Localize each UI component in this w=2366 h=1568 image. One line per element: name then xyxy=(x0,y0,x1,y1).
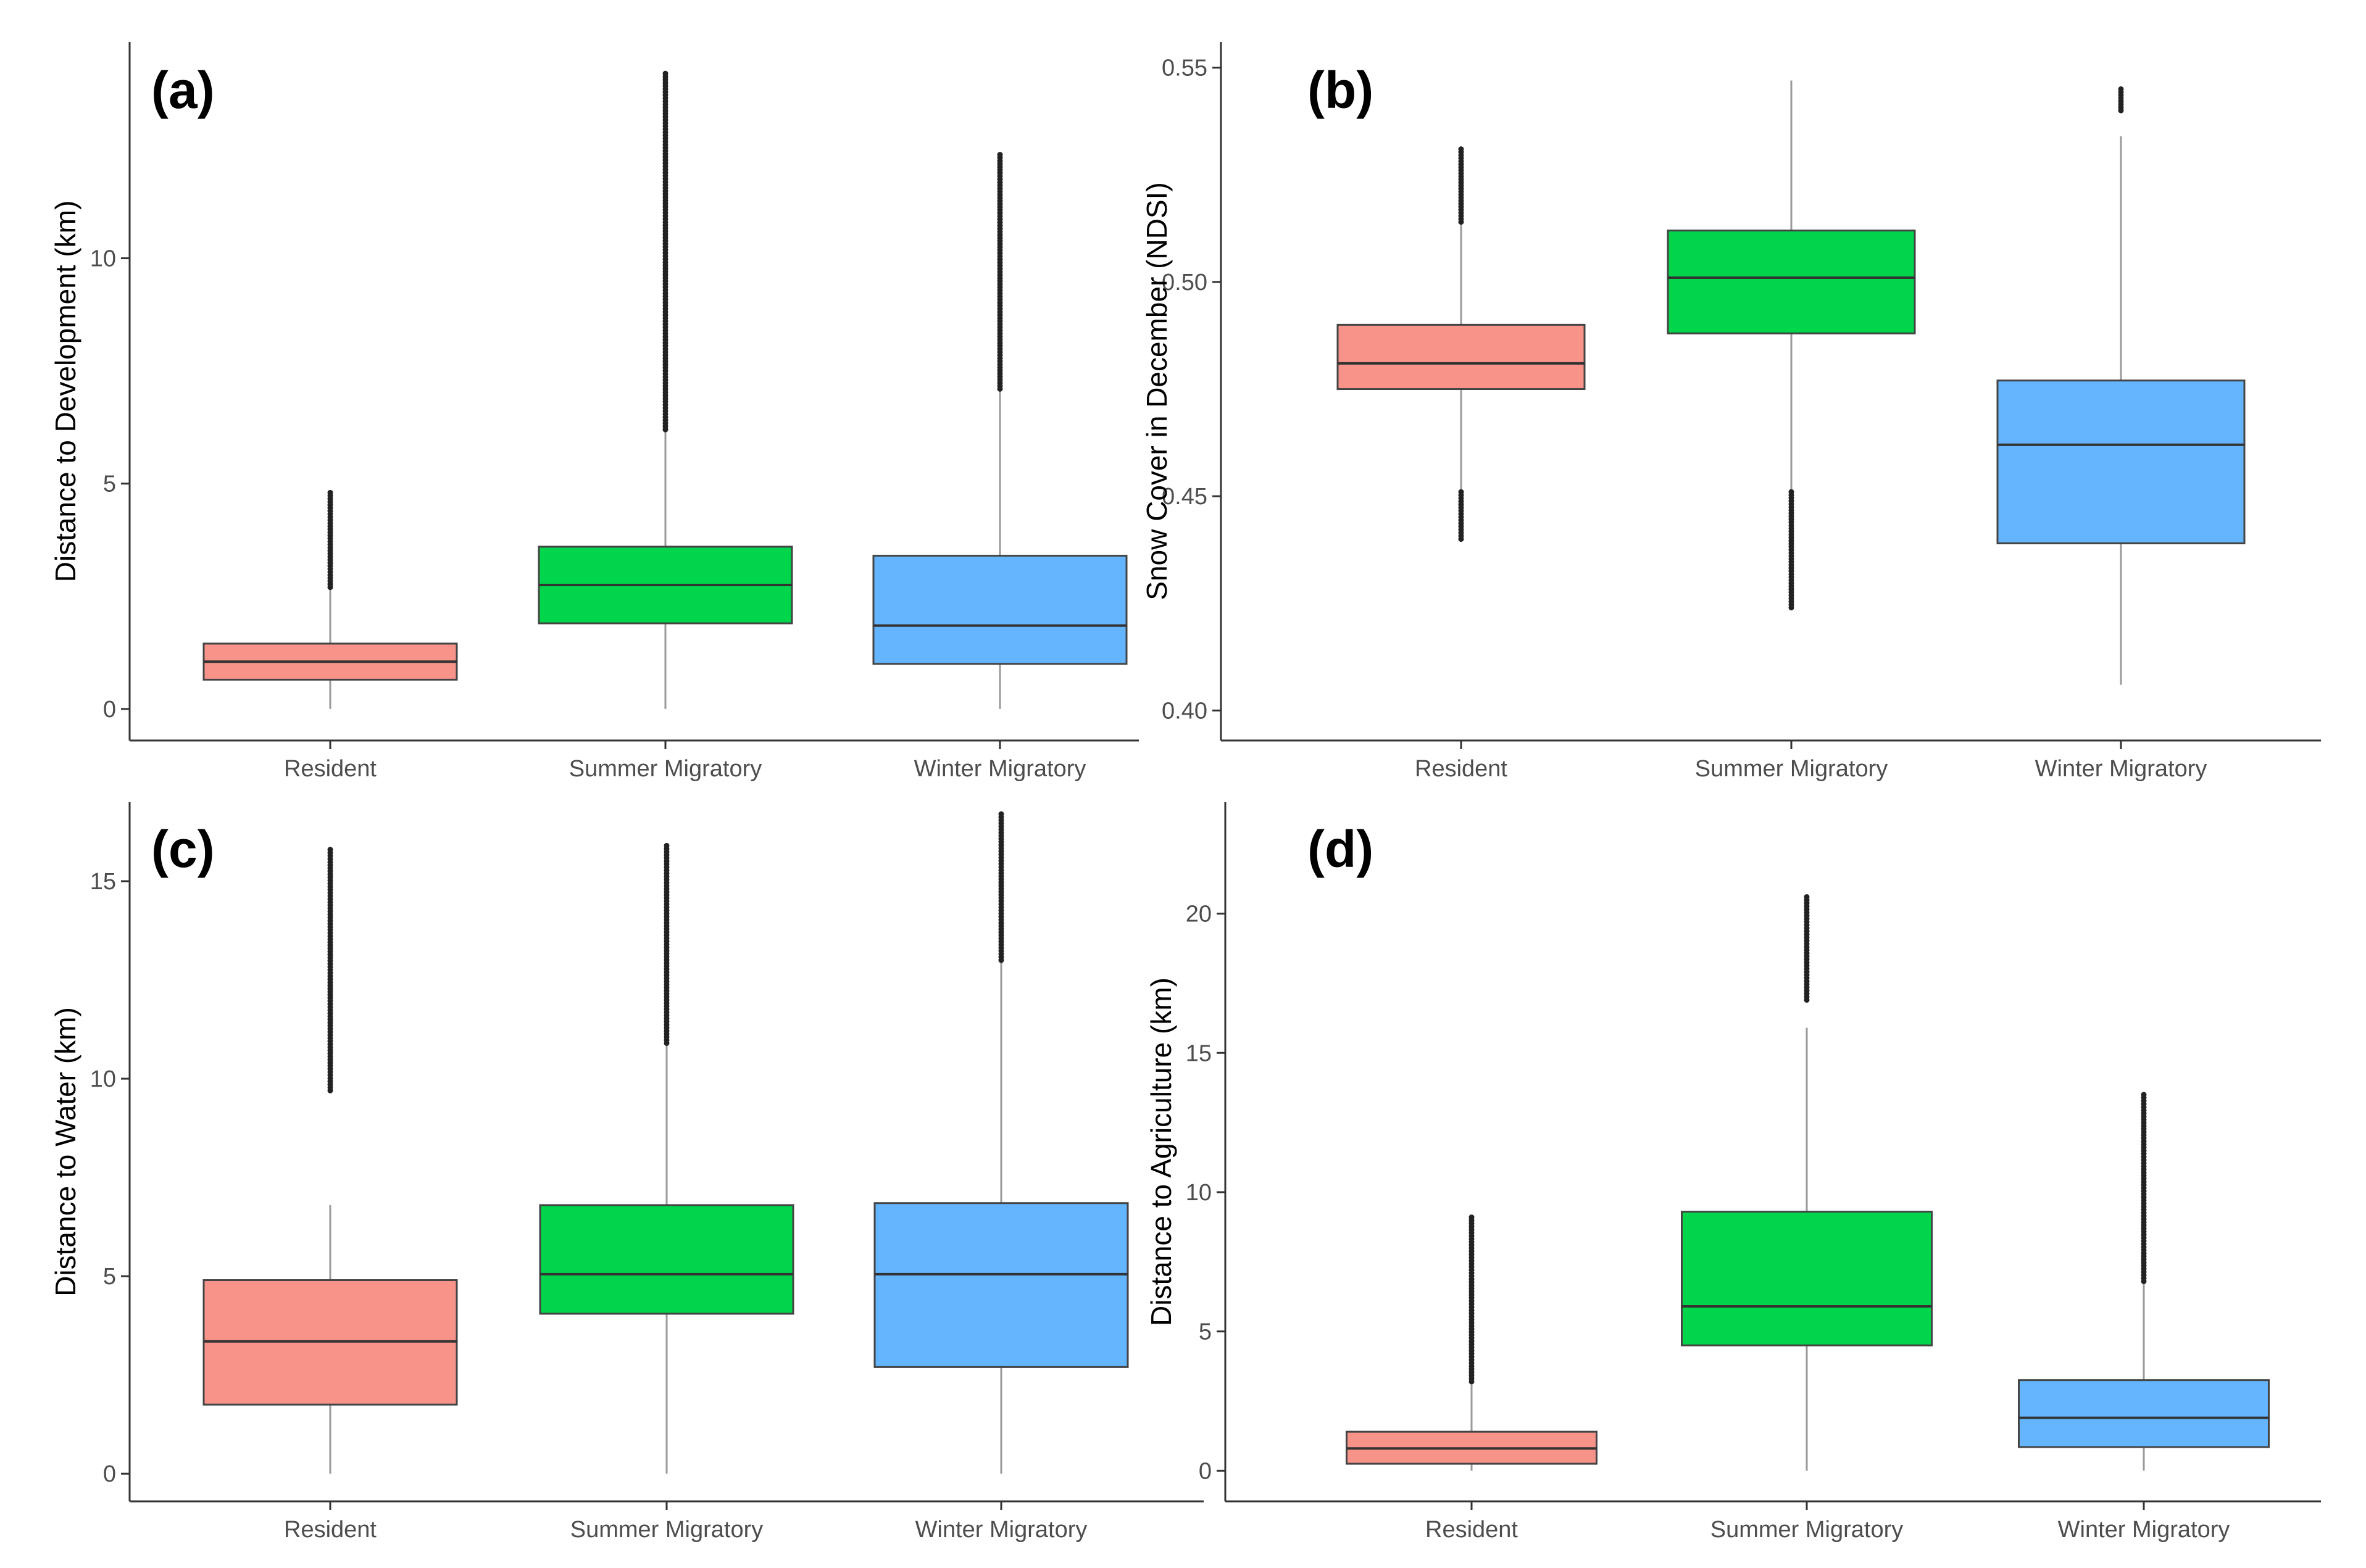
panel-b-resident-outlier-low xyxy=(1458,536,1464,542)
panel-a-resident-boxplot xyxy=(202,489,458,709)
panel-c-summer-migratory-label: Summer Migratory xyxy=(570,1517,764,1543)
panel-d-summer-migratory-box xyxy=(1681,1211,1933,1346)
panel-d-winter-migratory-boxplot xyxy=(2018,1092,2270,1471)
panel-d-y-tick-label: 15 xyxy=(1186,1040,1212,1066)
panel-b-y-axis-title: Snow Cover in December (NDSI) xyxy=(1141,182,1173,600)
panel-c: 0 5 10 15 Distance to Water (km) (c) Resident S… xyxy=(49,802,1204,1543)
panel-a-label: (a) xyxy=(151,61,215,119)
panel-a-y-axis-title: Distance to Development (km) xyxy=(49,201,81,583)
panel-d-y-axis-title: Distance to Agriculture (km) xyxy=(1145,977,1177,1326)
panel-b-y-tick-label: 0.45 xyxy=(1162,484,1207,510)
panel-a-winter-migratory-box xyxy=(872,555,1128,665)
panel-a-winter-migratory-label: Winter Migratory xyxy=(914,756,1086,782)
panel-a-y-tick-label: 5 xyxy=(103,471,116,497)
panel-c-winter-migratory-boxplot xyxy=(873,811,1129,1474)
panel-a: 0 5 10 Distance to Development (km) (a) Resid… xyxy=(49,42,1139,782)
panel-c-y-tick-label: 5 xyxy=(103,1264,116,1290)
panel-c-y-tick-label: 15 xyxy=(90,869,116,895)
panel-b-resident-label: Resident xyxy=(1415,756,1507,782)
panel-d-resident-boxplot xyxy=(1346,1214,1597,1471)
panel-d-summer-migratory-label: Summer Migratory xyxy=(1710,1517,1904,1543)
panel-c-label: (c) xyxy=(151,820,215,878)
panel-c-y-axis-title: Distance to Water (km) xyxy=(49,1007,81,1296)
panel-a-winter-migratory-boxplot xyxy=(872,152,1128,709)
panel-b-y-tick-label: 0.55 xyxy=(1162,56,1207,81)
panel-b-summer-migratory-outlier-low xyxy=(1788,605,1794,611)
panel-d-winter-migratory-box xyxy=(2018,1379,2270,1448)
panel-a-winter-migratory-outlier-high xyxy=(997,386,1003,392)
panel-a-resident-label: Resident xyxy=(284,756,377,782)
panel-c-resident-outlier-high xyxy=(327,1087,333,1093)
panel-b-label: (b) xyxy=(1307,61,1373,119)
panel-a-resident-outlier-high xyxy=(327,584,333,591)
panel-c-summer-migratory-outlier-high xyxy=(664,1040,670,1046)
panel-a-summer-migratory-outlier-high xyxy=(662,426,669,433)
panel-b: 0.40 0.45 0.50 0.55 Snow Cover in December (… xyxy=(1141,42,2321,782)
panel-a-y-tick-label: 10 xyxy=(90,246,116,272)
panel-b-summer-migratory-label: Summer Migratory xyxy=(1695,756,1888,782)
panel-d-label: (d) xyxy=(1307,820,1373,878)
panel-b-resident-box xyxy=(1336,323,1586,391)
panel-d-y-tick-label: 5 xyxy=(1199,1319,1212,1345)
panel-c-winter-migratory-outlier-high xyxy=(998,957,1004,963)
panel-c-resident-boxplot xyxy=(202,847,458,1474)
panel-d-resident-label: Resident xyxy=(1425,1517,1518,1543)
panel-b-summer-migratory-box xyxy=(1667,230,1916,334)
panel-a-y-tick-label: 0 xyxy=(103,697,116,723)
panel-b-summer-migratory-boxplot xyxy=(1667,80,1916,611)
panel-a-summer-migratory-label: Summer Migratory xyxy=(569,756,762,782)
panel-c-y-tick-label: 0 xyxy=(103,1461,116,1487)
panel-d-summer-migratory-outlier-high xyxy=(1804,997,1810,1003)
panel-d-winter-migratory-outlier-high xyxy=(2141,1278,2147,1284)
panel-b-winter-migratory-box xyxy=(1996,380,2246,545)
panel-d: 0 5 10 15 20 Distance to Agriculture (km) (d) R… xyxy=(1145,802,2321,1543)
panel-b-winter-migratory-boxplot xyxy=(1996,86,2246,685)
panel-b-y-tick-label: 0.50 xyxy=(1162,270,1207,296)
panel-d-summer-migratory-boxplot xyxy=(1681,894,1933,1471)
panel-d-resident-outlier-high xyxy=(1468,1379,1475,1385)
panel-c-summer-migratory-box xyxy=(539,1204,794,1315)
panel-c-resident-label: Resident xyxy=(284,1517,377,1543)
panel-b-resident-boxplot xyxy=(1336,146,1586,542)
panel-c-summer-migratory-boxplot xyxy=(539,842,794,1474)
panel-b-winter-migratory-outlier-high xyxy=(2118,107,2124,114)
panel-b-resident-outlier-high xyxy=(1458,219,1464,225)
panel-d-y-tick-label: 20 xyxy=(1186,902,1212,927)
panel-d-winter-migratory-label: Winter Migratory xyxy=(2058,1517,2230,1543)
panel-b-winter-migratory-label: Winter Migratory xyxy=(2035,756,2207,782)
panel-c-winter-migratory-label: Winter Migratory xyxy=(915,1517,1088,1543)
panel-c-y-tick-label: 10 xyxy=(90,1066,116,1092)
panel-b-y-tick-label: 0.40 xyxy=(1162,698,1207,724)
panel-a-summer-migratory-boxplot xyxy=(538,70,793,709)
panel-c-winter-migratory-box xyxy=(873,1202,1129,1368)
panel-d-y-tick-label: 10 xyxy=(1186,1180,1212,1206)
panel-d-y-tick-label: 0 xyxy=(1199,1458,1212,1484)
